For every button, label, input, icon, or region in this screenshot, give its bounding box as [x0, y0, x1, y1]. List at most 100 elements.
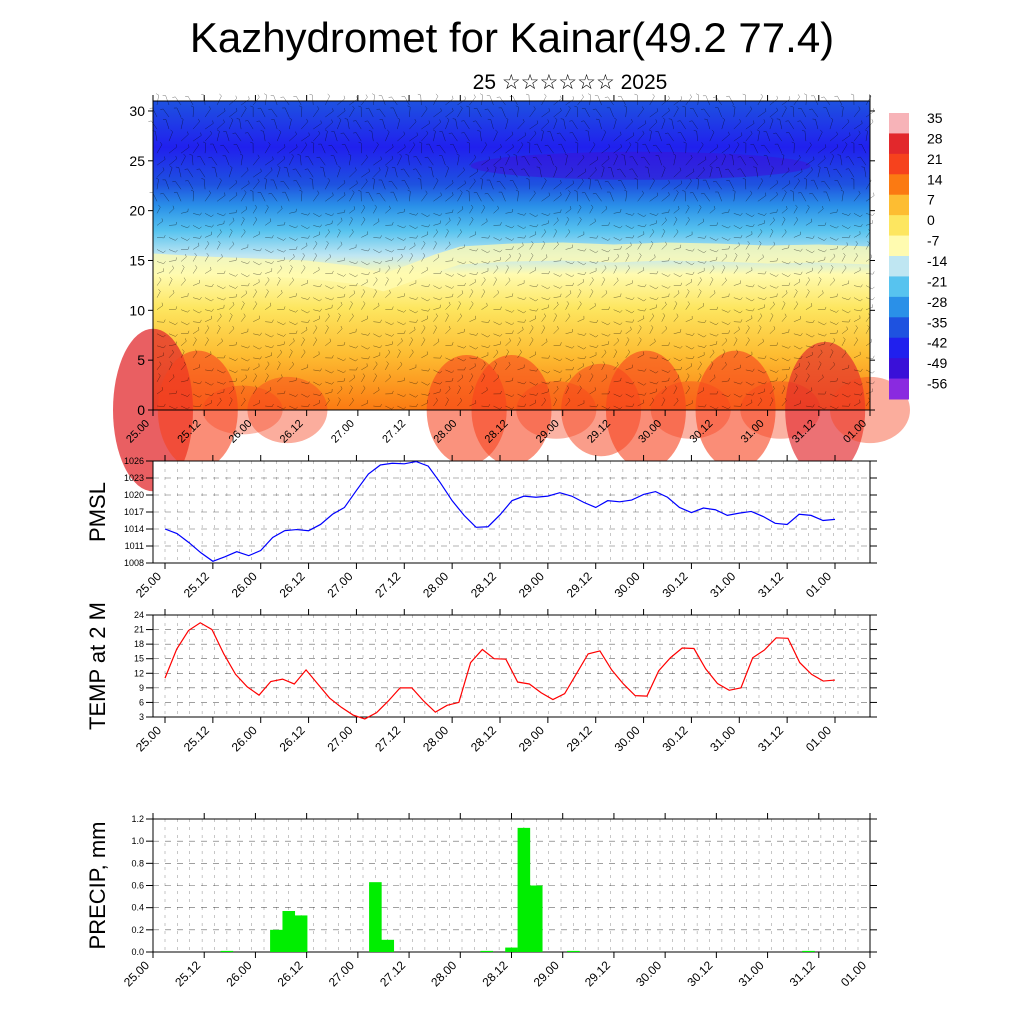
chart-subtitle: 25 ☆☆☆☆☆☆ 2025 [472, 71, 668, 94]
pmsl-ytick-label: 1026 [124, 456, 144, 466]
temp-xtick-label: 27.00 [324, 723, 355, 754]
colorbar-swatch [889, 317, 909, 339]
temp-xtick-label: 28.12 [468, 723, 499, 754]
precip-xtick-label: 29.12 [582, 958, 613, 989]
precip-xtick-label: 25.12 [172, 958, 203, 989]
precip-bar [802, 950, 815, 952]
pmsl-ytick-label: 1023 [124, 473, 144, 483]
pmsl-xtick-label: 29.12 [564, 569, 595, 600]
precip-xtick-label: 29.00 [531, 958, 562, 989]
precip-ytick-label: 0.0 [131, 947, 144, 957]
precip-xtick-label: 30.12 [684, 958, 715, 989]
temp-frame [152, 614, 871, 718]
precip-xtick-label: 28.00 [428, 958, 459, 989]
pmsl-xtick-label: 30.12 [659, 569, 690, 600]
temp-xtick-label: 01.00 [803, 723, 834, 754]
colorbar-swatch [889, 133, 909, 155]
colorbar-label: 28 [927, 130, 943, 146]
precip-bar [480, 950, 494, 952]
temp-xtick-label: 28.00 [420, 723, 451, 754]
pmsl-xtick-label: 29.00 [516, 569, 547, 600]
pmsl-ytick-label: 1017 [124, 507, 144, 517]
pmsl-ytick-label: 1008 [124, 558, 144, 568]
colorbar-swatch [889, 296, 909, 318]
pmsl-xtick-label: 27.00 [324, 569, 355, 600]
colorbar-swatch [889, 113, 909, 134]
cold-core [470, 151, 811, 180]
temp-ytick-label: 6 [139, 697, 144, 707]
colorbar-swatch [889, 276, 909, 298]
precip-bar [369, 882, 382, 952]
temp-xtick-label: 25.12 [181, 723, 212, 754]
pmsl-xtick-label: 26.00 [229, 569, 260, 600]
temp-xtick-label: 27.12 [372, 723, 403, 754]
precip-xtick-label: 01.00 [838, 958, 869, 989]
y-tick-label: 10 [129, 302, 145, 318]
pmsl-xtick-label: 28.12 [468, 569, 499, 600]
y-tick-label: 25 [129, 153, 145, 169]
temp-ylabel: TEMP at 2 M [85, 602, 110, 730]
precip-bar [567, 950, 580, 952]
precip-bar [220, 950, 234, 952]
precip-bar [381, 939, 395, 952]
precip-bar [529, 885, 543, 952]
y-tick-label: 5 [137, 352, 145, 368]
temp-xtick-label: 29.12 [564, 723, 595, 754]
pmsl-xtick-label: 27.12 [372, 569, 403, 600]
pmsl-ytick-label: 1020 [124, 490, 144, 500]
colorbar-swatch [889, 235, 909, 257]
temp-series-line [164, 622, 836, 720]
precip-xtick-label: 27.12 [377, 958, 408, 989]
precip-bar [294, 915, 308, 952]
temp-ytick-label: 3 [139, 712, 144, 722]
y-tick-label: 30 [129, 103, 145, 119]
colorbar-label: -7 [927, 233, 940, 249]
pmsl-xtick-label: 31.12 [755, 569, 786, 600]
precip-ytick-label: 0.8 [131, 858, 144, 868]
pmsl-ytick-label: 1011 [125, 541, 144, 551]
precip-ylabel: PRECIP, mm [85, 822, 110, 950]
colorbar-swatch [889, 337, 909, 359]
chart-title: Kazhydromet for Kainar(49.2 77.4) [189, 14, 835, 61]
temp-ytick-label: 18 [134, 639, 144, 649]
colorbar-label: -49 [927, 355, 947, 371]
x-tick-label: 27.12 [380, 418, 408, 446]
wind-barbs [148, 93, 875, 410]
colorbar-swatch [889, 174, 909, 196]
colorbar-label: 14 [927, 171, 943, 187]
colorbar-swatch [889, 256, 909, 277]
colorbar-label: -28 [927, 294, 947, 310]
pmsl-xtick-label: 28.00 [420, 569, 451, 600]
y-tick-label: 15 [129, 252, 145, 268]
colorbar-label: -35 [927, 314, 947, 330]
precip-bar [505, 947, 518, 952]
precip-xtick-label: 26.12 [275, 958, 306, 989]
colorbar-label: -56 [927, 376, 947, 392]
colorbar-label: 35 [927, 110, 943, 126]
precip-xtick-label: 31.12 [787, 958, 818, 989]
pmsl-xtick-label: 30.00 [612, 569, 643, 600]
colorbar-label: 0 [927, 212, 935, 228]
colorbar-swatch [889, 194, 909, 216]
precip-xtick-label: 31.00 [736, 958, 767, 989]
precip-bar [270, 929, 283, 952]
temp-ytick-label: 15 [134, 654, 144, 664]
precip-xtick-label: 30.00 [633, 958, 664, 989]
temp-xtick-label: 30.00 [612, 723, 643, 754]
x-tick-label: 27.00 [329, 418, 357, 446]
temp-xtick-label: 29.00 [516, 723, 547, 754]
precip-bar [517, 827, 531, 952]
pmsl-xtick-label: 31.00 [707, 569, 738, 600]
precip-ytick-label: 1.0 [131, 836, 144, 846]
colorbar-label: -42 [927, 335, 947, 351]
freezing-level-band [153, 242, 870, 292]
precip-ytick-label: 1.2 [131, 814, 144, 824]
y-tick-label: 0 [137, 402, 145, 418]
temp-xtick-label: 31.00 [707, 723, 738, 754]
temp-xtick-label: 30.12 [659, 723, 690, 754]
pmsl-xtick-label: 01.00 [803, 569, 834, 600]
temp-xtick-label: 25.00 [133, 723, 164, 754]
pmsl-series-line [164, 460, 836, 562]
colorbar-swatch [889, 378, 909, 400]
